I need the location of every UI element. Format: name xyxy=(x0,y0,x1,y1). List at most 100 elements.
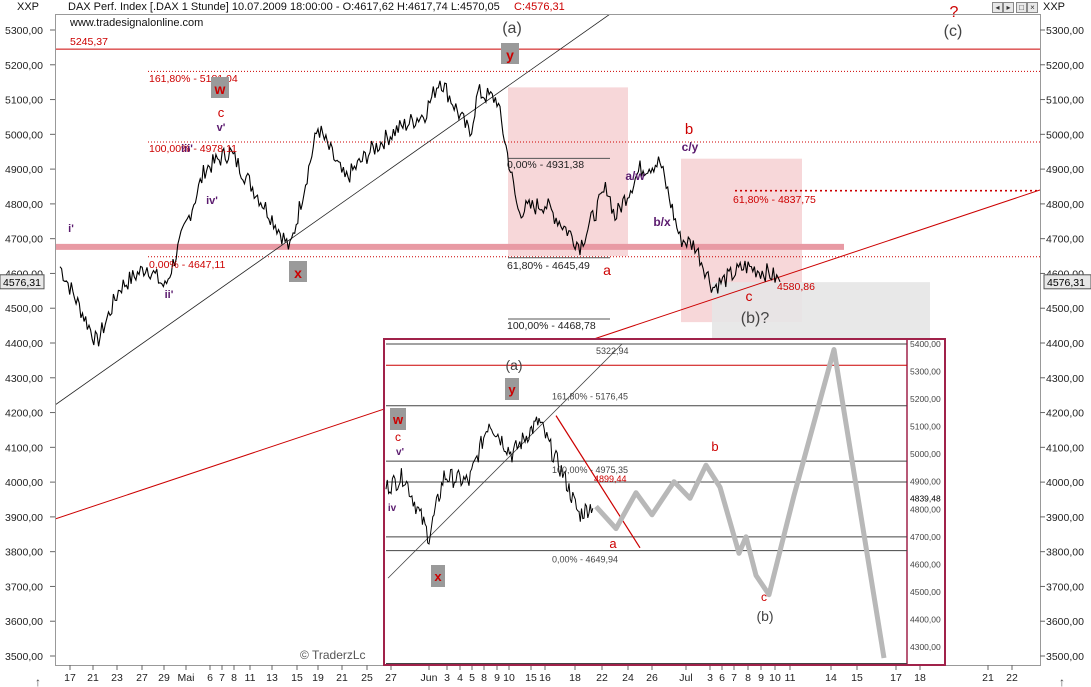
inset-level-label: 100,00% - 4975,35 xyxy=(552,465,628,475)
close-icon[interactable]: × xyxy=(1027,2,1038,13)
y-tick-label-left: 3900,00 xyxy=(5,512,43,524)
inset-chart: 5400,00 5300,00 5200,00 5100,00 5000,00 4900,… xyxy=(383,338,946,666)
maximize-icon[interactable]: □ xyxy=(1016,2,1027,13)
fib-level-label: 100,00% - 4978,11 xyxy=(149,143,237,155)
arrow-right-icon[interactable]: ▸ xyxy=(1003,2,1014,13)
target-zone-a xyxy=(508,87,628,257)
inset-y-tick-label: 4700,00 xyxy=(910,532,941,542)
x-tick-label: Mai xyxy=(178,672,195,684)
x-tick-label: 17 xyxy=(64,672,76,684)
inset-y-tick-label: 4300,00 xyxy=(910,642,941,652)
y-tick-label-left: 5100,00 xyxy=(5,95,43,107)
watermark-text: © TraderzLc xyxy=(300,648,366,662)
y-tick-label-right: 4300,00 xyxy=(1046,373,1084,385)
inset-frame xyxy=(383,338,946,666)
wave-label-a: a xyxy=(603,262,611,278)
y-tick-label-right: 5000,00 xyxy=(1046,129,1084,141)
x-tick-label: 8 xyxy=(231,672,237,684)
wave-label-text: w xyxy=(392,412,404,427)
wave-label-box xyxy=(505,378,519,400)
inset-wave-label-c2: c xyxy=(761,590,767,604)
y-tick-label-right: 4400,00 xyxy=(1046,338,1084,350)
inset-wave-label-(b): (b) xyxy=(756,608,773,624)
x-tick-label: 6 xyxy=(719,672,725,684)
wave-label-box xyxy=(211,77,229,98)
y-tick-label-right: 3800,00 xyxy=(1046,547,1084,559)
x-tick-label: 10 xyxy=(503,672,515,684)
inset-level-label: 161,80% - 5176,45 xyxy=(552,392,628,402)
x-tick-label: 29 xyxy=(158,672,170,684)
wave-label-ii-prime: ii' xyxy=(165,289,174,301)
x-tick-label: 8 xyxy=(481,672,487,684)
y-tick-label-right: 3700,00 xyxy=(1046,581,1084,593)
scroll-up-icon: ↑ xyxy=(35,675,41,687)
x-tick-label: 14 xyxy=(825,672,837,684)
arrow-left-icon[interactable]: ◂ xyxy=(992,2,1003,13)
x-tick-label: 21 xyxy=(87,672,99,684)
y-tick-label-left: 4000,00 xyxy=(5,477,43,489)
x-tick-label: 6 xyxy=(207,672,213,684)
last-price-label: 4576,31 xyxy=(1047,277,1085,289)
fib-level-label: 61,80% - 4645,49 xyxy=(507,260,590,272)
trendline-upper xyxy=(55,15,610,406)
inset-y-tick-label: 4800,00 xyxy=(910,504,941,514)
x-tick-label: 15 xyxy=(291,672,303,684)
close-value: C:4576,31 xyxy=(514,1,565,13)
x-tick-label: 22 xyxy=(596,672,608,684)
x-tick-label: 26 xyxy=(646,672,658,684)
wave-label-text: y xyxy=(508,382,516,397)
inset-wave-label-w: w xyxy=(390,408,406,430)
wave-label-box xyxy=(431,565,445,587)
fib-level-label: 4580,86 xyxy=(777,281,815,293)
inset-y-tick-label: 5200,00 xyxy=(910,394,941,404)
x-tick-label: 13 xyxy=(266,672,278,684)
wave-label-w: w xyxy=(211,77,229,98)
x-tick-label: 3 xyxy=(707,672,713,684)
x-tick-label: 3 xyxy=(444,672,450,684)
fib-level-label: 0,00% - 4647,11 xyxy=(149,259,225,271)
y-tick-label-left: 4200,00 xyxy=(5,408,43,420)
x-tick-label: 17 xyxy=(890,672,902,684)
x-tick-label: 7 xyxy=(219,672,225,684)
last-price-box xyxy=(0,274,45,290)
target-zone-b xyxy=(712,282,930,347)
wave-label-(a): (a) xyxy=(502,20,522,37)
wave-label-a-w: a/w xyxy=(625,169,645,183)
y-tick-label-left: 5000,00 xyxy=(5,129,43,141)
wave-label-iv-prime: iv' xyxy=(206,195,218,207)
last-price-marker-left: 4576,31 xyxy=(0,274,45,290)
y-tick-label-left: 4100,00 xyxy=(5,442,43,454)
x-tick-label: 23 xyxy=(111,672,123,684)
x-tick-label: 27 xyxy=(385,672,397,684)
last-price-label: 4576,31 xyxy=(3,277,41,289)
y-tick-label-left: 5200,00 xyxy=(5,60,43,72)
inset-y-tick-label: 4600,00 xyxy=(910,559,941,569)
inset-wave-label-v: v' xyxy=(396,447,404,458)
wave-label-b: b xyxy=(685,121,693,138)
inset-y-tick-label: 4500,00 xyxy=(910,587,941,597)
inset-y-tick-label: 4400,00 xyxy=(910,614,941,624)
y-tick-label-right: 3900,00 xyxy=(1046,512,1084,524)
wave-label-i-prime: i' xyxy=(68,223,74,235)
y-tick-label-left: 4900,00 xyxy=(5,164,43,176)
y-tick-label-left: 3500,00 xyxy=(5,651,43,663)
x-tick-label: 21 xyxy=(982,672,994,684)
y-tick-label-right: 4500,00 xyxy=(1046,303,1084,315)
wave-label-box xyxy=(501,43,519,64)
fib-level-label: 5245,37 xyxy=(70,36,108,48)
support-band xyxy=(55,243,844,250)
wave-label-v-prime: v' xyxy=(217,122,226,134)
y-tick-label-left: 4500,00 xyxy=(5,303,43,315)
y-tick-label-left: 5300,00 xyxy=(5,25,43,37)
wave-label-text: w xyxy=(214,81,226,97)
wave-label-y: y xyxy=(501,43,519,64)
x-tick-label: 15 xyxy=(525,672,537,684)
y-tick-label-left: 4800,00 xyxy=(5,199,43,211)
fib-level-label: 61,80% - 4837,75 xyxy=(733,194,816,206)
scroll-up-icon-right: ↑ xyxy=(1059,675,1065,687)
inset-level-label: 4899,44 xyxy=(594,474,627,484)
wave-label-box xyxy=(390,408,406,430)
y-tick-label-right: 3600,00 xyxy=(1046,616,1084,628)
y-tick-label-right: 4800,00 xyxy=(1046,199,1084,211)
